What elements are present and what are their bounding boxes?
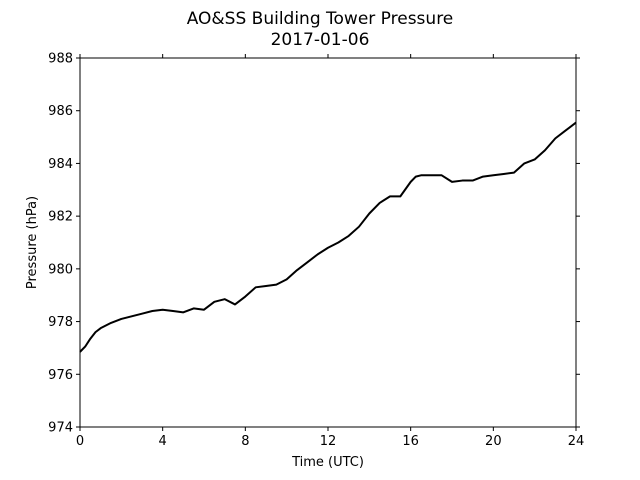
y-tick-label: 986 <box>48 104 73 119</box>
y-tick-label: 988 <box>48 52 73 67</box>
x-axis-label: Time (UTC) <box>291 455 364 470</box>
x-tick-label: 0 <box>76 434 84 449</box>
x-tick-label: 16 <box>402 434 419 449</box>
y-tick-label: 978 <box>48 315 73 330</box>
pressure-line <box>79 121 577 353</box>
y-tick-label: 974 <box>48 421 73 436</box>
chart-subtitle: 2017-01-06 <box>271 30 370 50</box>
series-layer <box>79 121 577 353</box>
x-tick-label: 12 <box>320 434 337 449</box>
plot-frame <box>79 57 577 428</box>
y-tick-label: 984 <box>48 157 73 172</box>
x-tick-label: 4 <box>159 434 167 449</box>
y-tick-label: 976 <box>48 368 73 383</box>
y-tick-label: 980 <box>48 262 73 277</box>
x-tick-label: 24 <box>568 434 585 449</box>
y-axis-label: Pressure (hPa) <box>25 196 40 289</box>
chart-title: AO&SS Building Tower Pressure <box>187 9 454 29</box>
x-tick-label: 20 <box>485 434 502 449</box>
axis-ticks: 0 4 8 12 16 20 24 974 976 978 980 982 984 986 988 <box>48 52 584 450</box>
x-tick-label: 8 <box>241 434 249 449</box>
y-tick-label: 982 <box>48 210 73 225</box>
